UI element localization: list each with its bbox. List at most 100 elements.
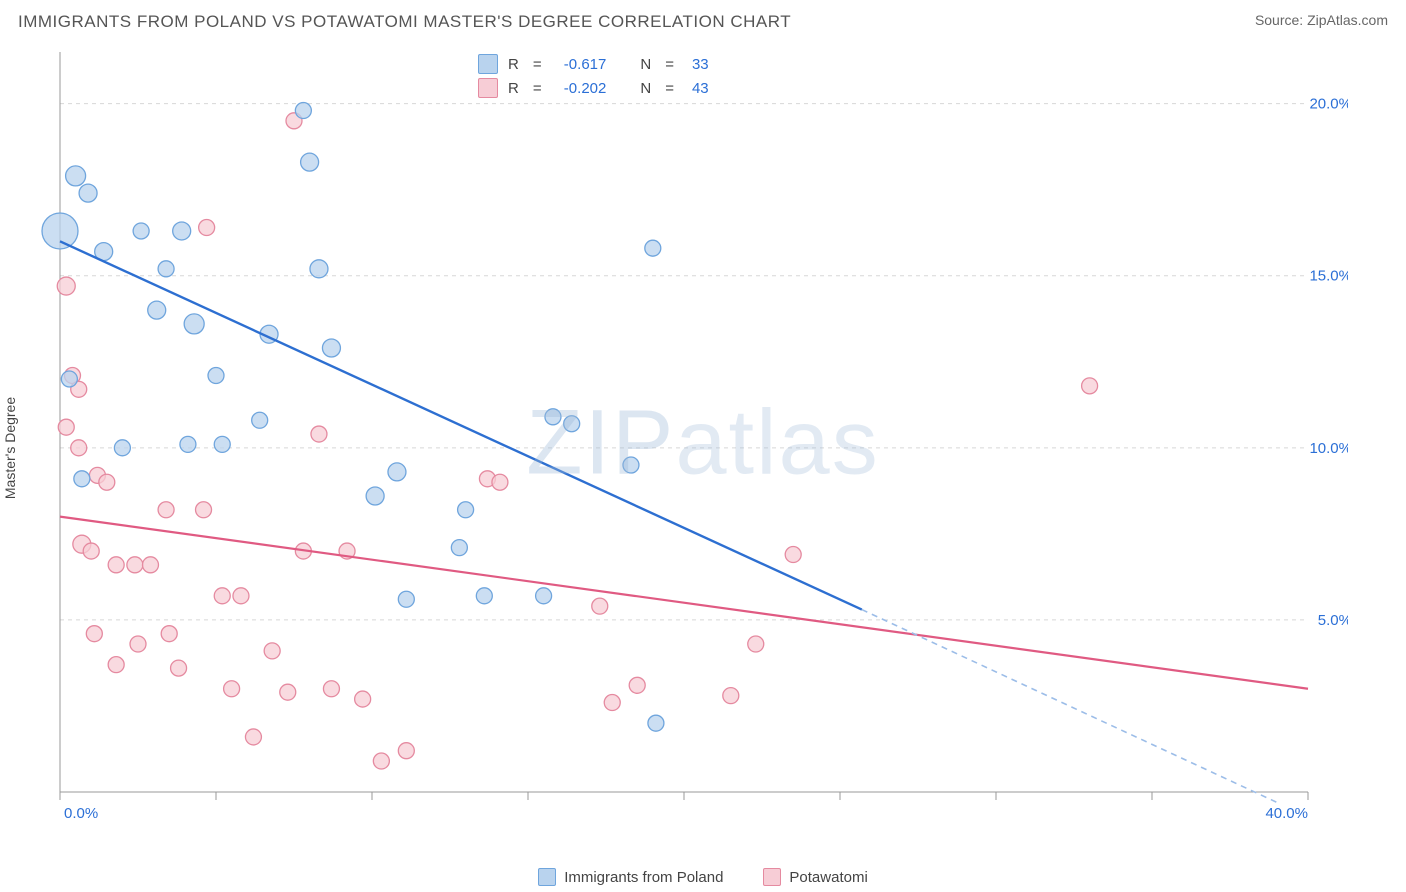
legend-swatch-icon bbox=[478, 54, 498, 74]
point-pink bbox=[311, 426, 327, 442]
point-pink bbox=[99, 474, 115, 490]
point-pink bbox=[629, 677, 645, 693]
stat-r-value: -0.202 bbox=[560, 80, 607, 97]
stat-n-value: 43 bbox=[692, 80, 709, 97]
y-tick-label: 15.0% bbox=[1309, 268, 1348, 285]
point-pink bbox=[108, 557, 124, 573]
point-pink bbox=[161, 626, 177, 642]
chart-area: Master's Degree 5.0%10.0%15.0%20.0%0.0%4… bbox=[18, 44, 1388, 852]
point-blue bbox=[208, 368, 224, 384]
point-pink bbox=[604, 695, 620, 711]
point-pink bbox=[233, 588, 249, 604]
point-blue bbox=[458, 502, 474, 518]
point-blue bbox=[366, 487, 384, 505]
point-pink bbox=[264, 643, 280, 659]
point-blue bbox=[252, 412, 268, 428]
stat-r-label: R bbox=[508, 80, 519, 97]
point-blue bbox=[180, 436, 196, 452]
point-blue bbox=[451, 540, 467, 556]
trend-line-pink bbox=[60, 517, 1308, 689]
trend-line-blue-ext bbox=[862, 610, 1277, 803]
point-blue bbox=[564, 416, 580, 432]
point-pink bbox=[199, 220, 215, 236]
scatter-chart: 5.0% 10.0% 15.0% 20.0% 0.0% 40.0% bbox=[18, 44, 1348, 824]
point-pink bbox=[224, 681, 240, 697]
point-pink bbox=[142, 557, 158, 573]
point-blue bbox=[536, 588, 552, 604]
point-pink bbox=[1082, 378, 1098, 394]
stat-r-label: R bbox=[508, 56, 519, 73]
point-pink bbox=[373, 753, 389, 769]
point-blue bbox=[61, 371, 77, 387]
point-pink bbox=[748, 636, 764, 652]
point-blue bbox=[79, 184, 97, 202]
series-legend: Immigrants from Poland Potawatomi bbox=[0, 868, 1406, 886]
point-pink bbox=[171, 660, 187, 676]
point-pink bbox=[398, 743, 414, 759]
point-pink bbox=[83, 543, 99, 559]
x-tick-label: 0.0% bbox=[64, 805, 98, 822]
point-blue bbox=[74, 471, 90, 487]
legend-stats-row: R= -0.202N=43 bbox=[478, 76, 709, 100]
point-blue bbox=[158, 261, 174, 277]
point-pink bbox=[158, 502, 174, 518]
point-pink bbox=[127, 557, 143, 573]
source-link[interactable]: ZipAtlas.com bbox=[1307, 12, 1388, 28]
point-blue bbox=[648, 715, 664, 731]
legend-label-blue: Immigrants from Poland bbox=[564, 869, 723, 886]
point-pink bbox=[86, 626, 102, 642]
correlation-legend: R= -0.617N=33R= -0.202N=43 bbox=[478, 52, 709, 100]
point-blue bbox=[114, 440, 130, 456]
y-tick-label: 10.0% bbox=[1309, 440, 1348, 457]
point-pink bbox=[492, 474, 508, 490]
point-blue bbox=[184, 314, 204, 334]
point-pink bbox=[130, 636, 146, 652]
point-blue bbox=[476, 588, 492, 604]
point-pink bbox=[58, 419, 74, 435]
point-pink bbox=[323, 681, 339, 697]
point-pink bbox=[71, 440, 87, 456]
legend-swatch-blue bbox=[538, 868, 556, 886]
point-blue bbox=[301, 153, 319, 171]
legend-item-blue: Immigrants from Poland bbox=[538, 868, 723, 886]
chart-title: IMMIGRANTS FROM POLAND VS POTAWATOMI MAS… bbox=[18, 12, 791, 32]
point-pink bbox=[785, 547, 801, 563]
point-pink bbox=[355, 691, 371, 707]
point-pink bbox=[592, 598, 608, 614]
point-blue bbox=[66, 166, 86, 186]
legend-label-pink: Potawatomi bbox=[789, 869, 867, 886]
point-blue bbox=[173, 222, 191, 240]
point-pink bbox=[214, 588, 230, 604]
source-prefix: Source: bbox=[1255, 12, 1307, 28]
y-axis-title: Master's Degree bbox=[2, 397, 18, 499]
legend-stats-row: R= -0.617N=33 bbox=[478, 52, 709, 76]
point-blue bbox=[388, 463, 406, 481]
stat-n-value: 33 bbox=[692, 56, 709, 73]
point-pink bbox=[245, 729, 261, 745]
legend-swatch-pink bbox=[763, 868, 781, 886]
point-blue bbox=[42, 213, 78, 249]
point-blue bbox=[645, 240, 661, 256]
stat-n-label: N bbox=[640, 80, 651, 97]
chart-source: Source: ZipAtlas.com bbox=[1255, 12, 1388, 28]
stat-r-value: -0.617 bbox=[560, 56, 607, 73]
point-pink bbox=[57, 277, 75, 295]
point-blue bbox=[148, 301, 166, 319]
point-blue bbox=[295, 103, 311, 119]
y-tick-label: 5.0% bbox=[1318, 612, 1348, 629]
point-blue bbox=[133, 223, 149, 239]
point-pink bbox=[196, 502, 212, 518]
point-blue bbox=[322, 339, 340, 357]
stat-n-label: N bbox=[640, 56, 651, 73]
legend-swatch-icon bbox=[478, 78, 498, 98]
point-blue bbox=[310, 260, 328, 278]
legend-item-pink: Potawatomi bbox=[763, 868, 867, 886]
point-pink bbox=[723, 688, 739, 704]
point-pink bbox=[280, 684, 296, 700]
point-blue bbox=[623, 457, 639, 473]
chart-header: IMMIGRANTS FROM POLAND VS POTAWATOMI MAS… bbox=[0, 0, 1406, 38]
x-tick-label: 40.0% bbox=[1265, 805, 1308, 822]
point-blue bbox=[398, 591, 414, 607]
y-tick-label: 20.0% bbox=[1309, 96, 1348, 113]
point-blue bbox=[545, 409, 561, 425]
